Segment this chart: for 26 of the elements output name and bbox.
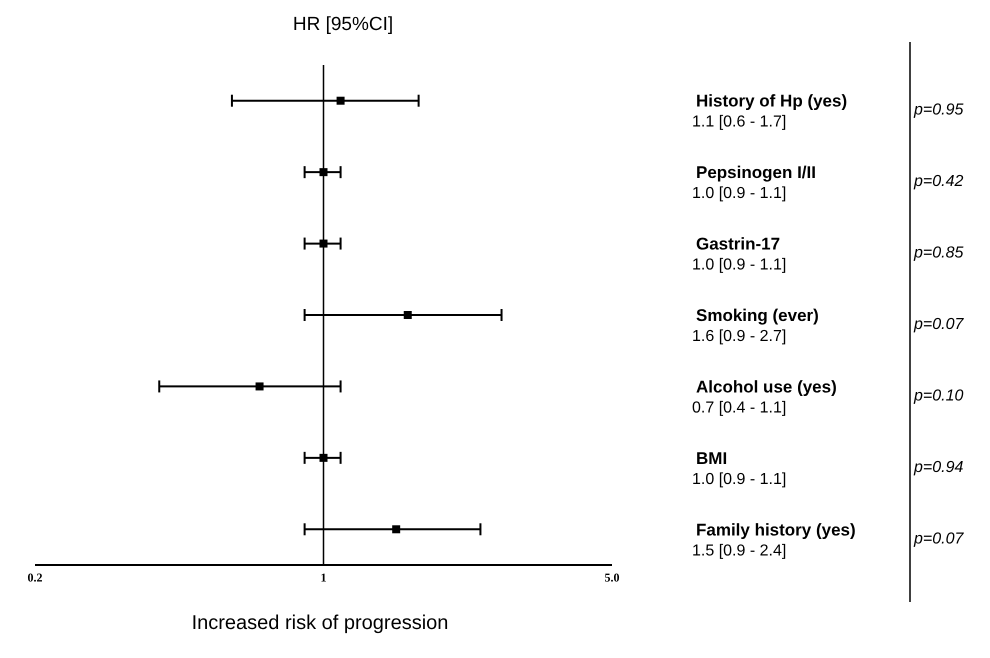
data-label: 1.1 [0.6 - 1.7] — [692, 114, 786, 131]
y-tick-label: Alcohol use (yes) — [696, 377, 837, 396]
text: p=0.85 — [913, 244, 964, 262]
y-tick-label: History of Hp (yes) — [696, 92, 848, 111]
data-label: 1.0 [0.9 - 1.1] — [692, 185, 786, 202]
y-tick-label: Family history (yes) — [696, 520, 856, 540]
y-tick-label: BMI — [696, 448, 728, 468]
text: p=0.95 — [913, 102, 964, 119]
text: p=0.94 — [913, 458, 964, 476]
text: p=0.42 — [913, 173, 964, 190]
x-tick-label: 5.0 — [604, 570, 620, 585]
data-label: 0.7 [0.4 - 1.1] — [692, 399, 786, 416]
y-tick-label: Gastrin-17 — [696, 234, 780, 254]
data-label: 1.6 [0.9 - 2.7] — [692, 328, 786, 345]
x-tick-label: 1 — [320, 570, 326, 585]
data-label: 1.0 [0.9 - 1.1] — [692, 256, 786, 274]
y-tick-label: Smoking (ever) — [696, 306, 819, 326]
x-tick-label: 0.2 — [28, 570, 42, 585]
x-axis-title: Increased risk of progression — [190, 612, 450, 635]
y-tick-label: Pepsinogen I/II — [696, 163, 816, 182]
text: p=0.10 — [913, 387, 964, 404]
text: p=0.07 — [913, 316, 964, 333]
text: p=0.07 — [913, 530, 964, 548]
chart-title: HR [95%CI] — [292, 14, 394, 36]
data-label: 1.0 [0.9 - 1.1] — [692, 470, 786, 488]
data-label: 1.5 [0.9 - 2.4] — [692, 542, 786, 560]
